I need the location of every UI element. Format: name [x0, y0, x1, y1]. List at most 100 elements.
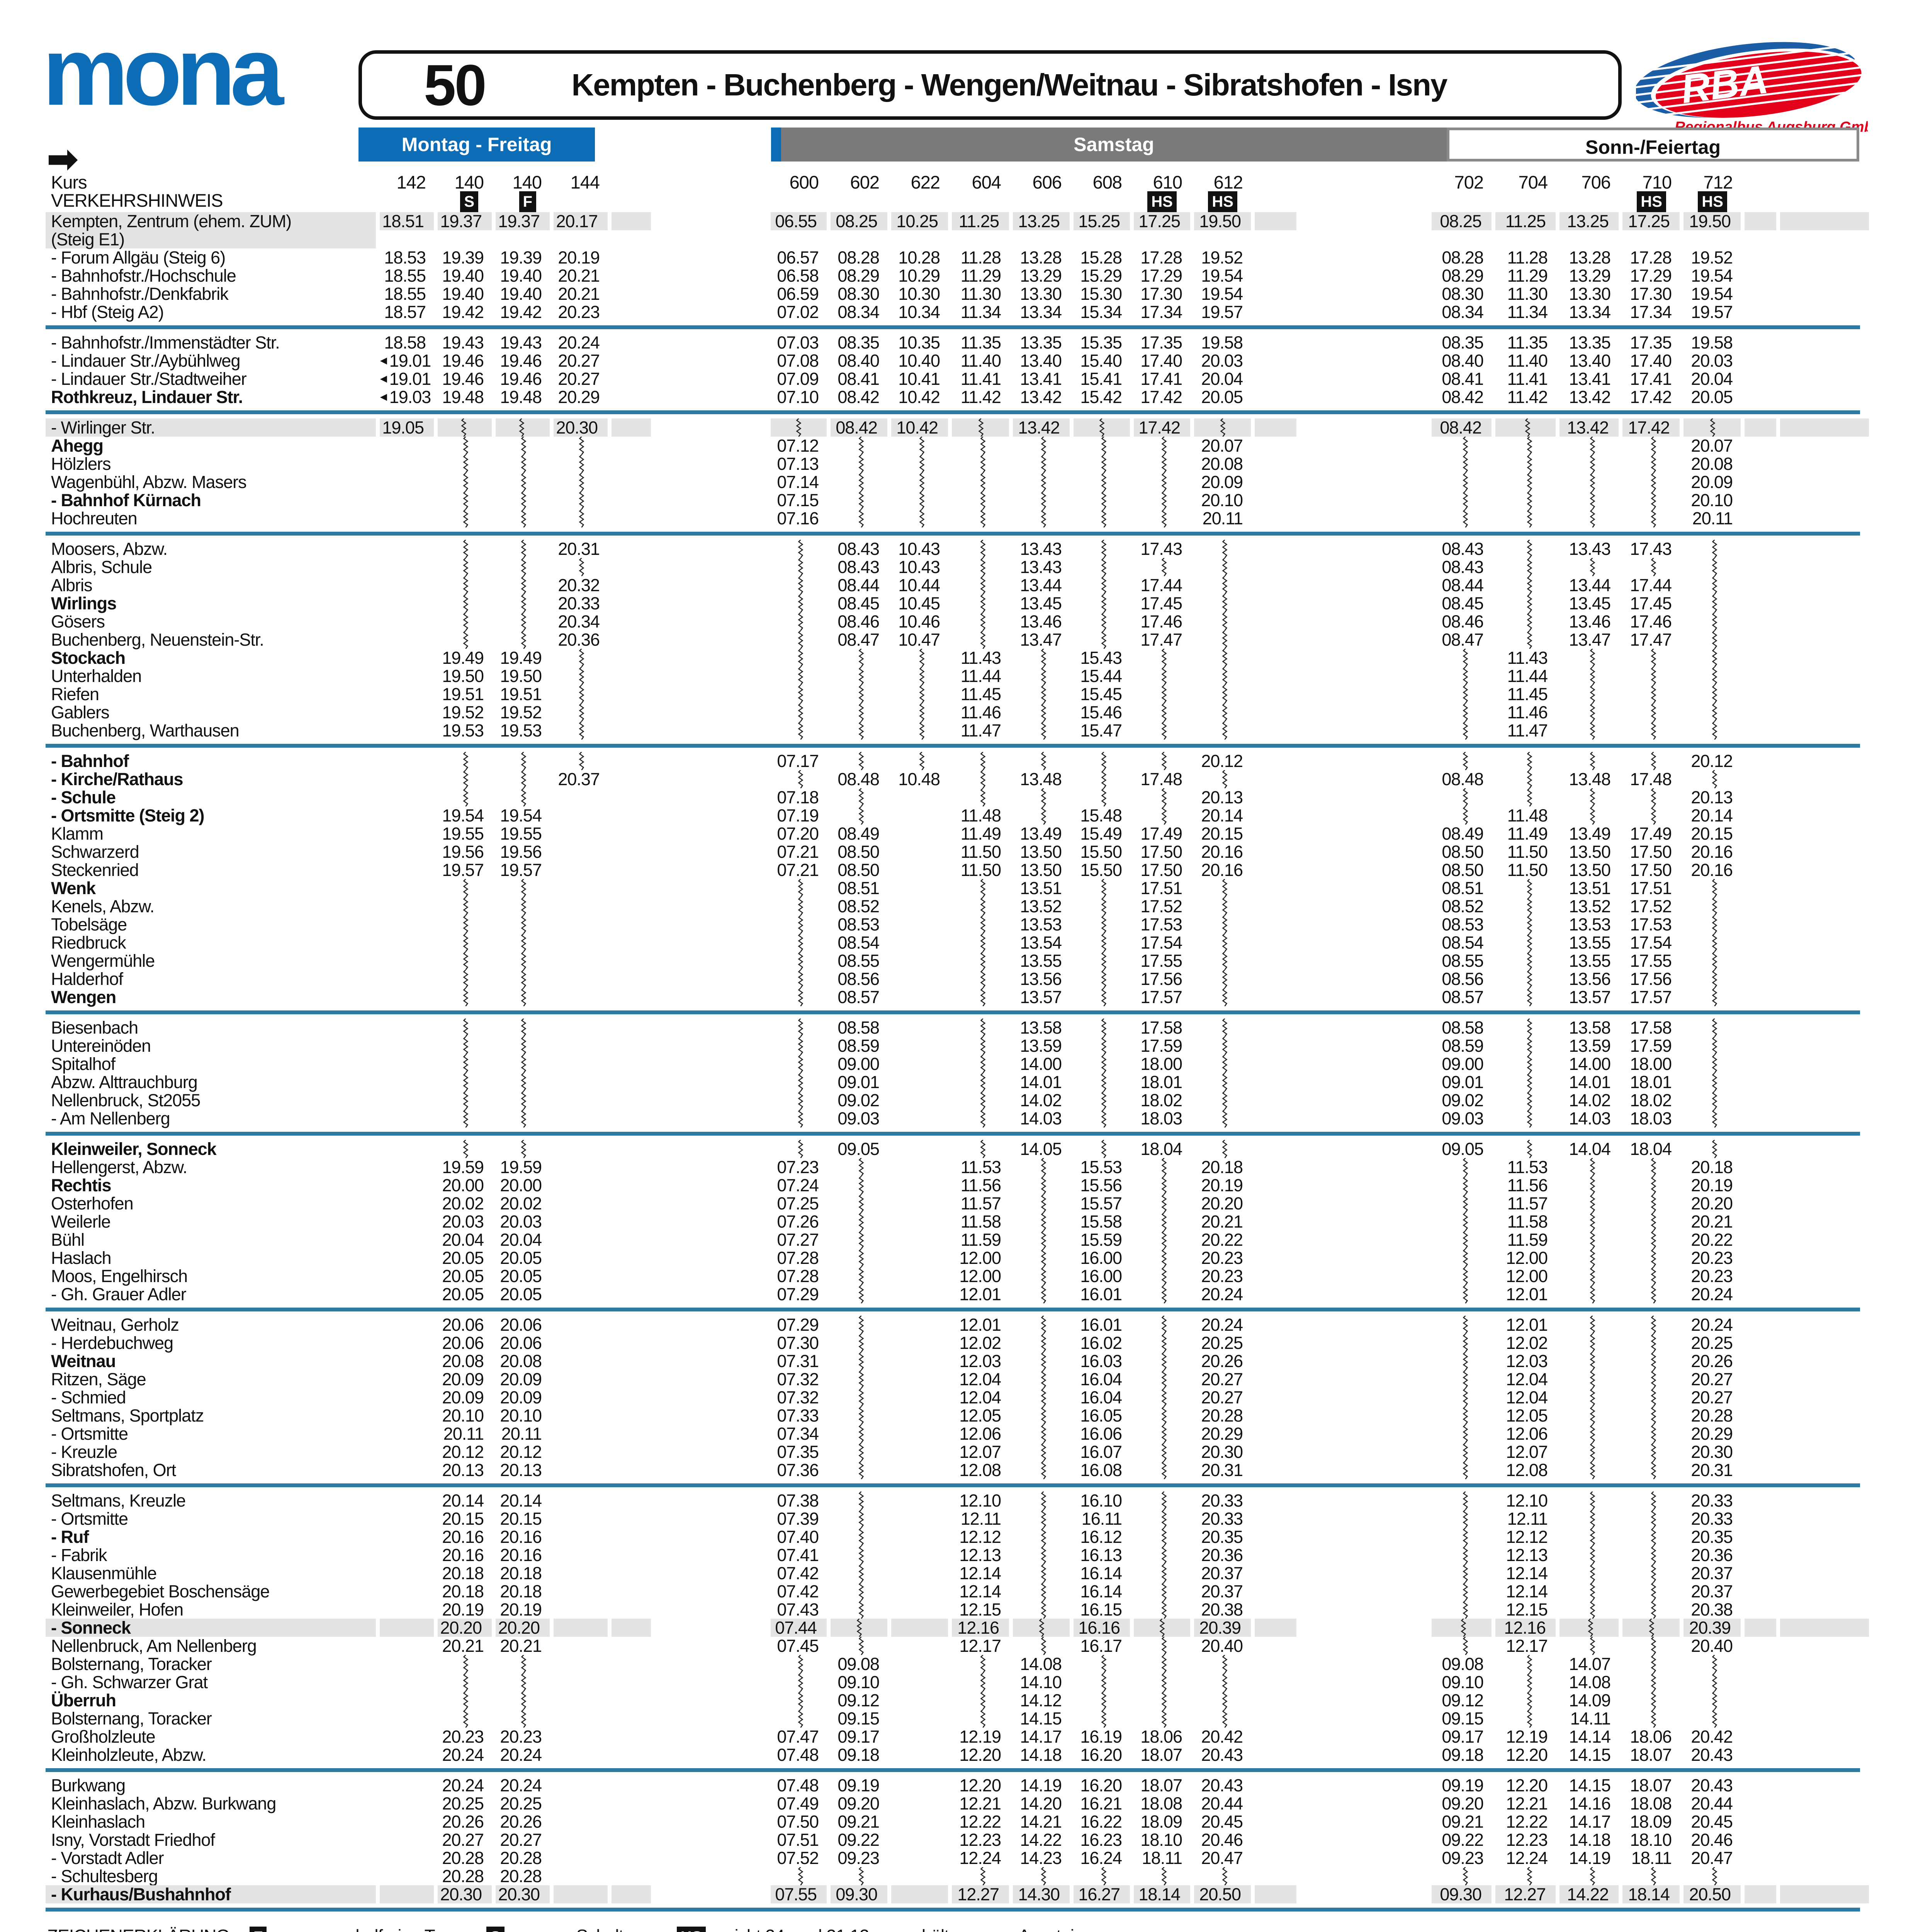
- time-cell: 13.30: [1020, 284, 1062, 304]
- pass-through-squiggle-icon: [1712, 649, 1717, 667]
- blank-cell: [610, 1352, 653, 1370]
- pass-through-marker: [494, 1055, 552, 1073]
- pass-through-squiggle-icon: [1651, 1655, 1656, 1673]
- pass-through-squiggle-icon: [579, 667, 584, 685]
- blank-cell: [610, 1425, 653, 1443]
- group-gap: [653, 1849, 769, 1867]
- empty-time-cell: [552, 806, 610, 825]
- group-gap: [653, 721, 769, 740]
- time-cell: 19.50: [1682, 212, 1743, 230]
- group-gap: [653, 1867, 769, 1885]
- stop-row: Seltmans, Kreuzle 20.14 20.14 07.38 12.10 16.…: [46, 1492, 1906, 1510]
- blank-cell: [1743, 1831, 1778, 1849]
- pass-through-marker: [1558, 491, 1621, 509]
- time-cell: 20.11: [1692, 509, 1733, 528]
- time-cell: 17.40: [1630, 351, 1672, 371]
- blank-cell: [1253, 825, 1298, 843]
- time-cell: 13.49: [1020, 824, 1062, 844]
- blank-cell: [1743, 1370, 1778, 1388]
- time-cell: 12.23: [959, 1830, 1001, 1850]
- pass-through-marker: [769, 576, 829, 594]
- time-cell: 17.30: [1140, 284, 1182, 304]
- pass-through-squiggle-icon: [858, 649, 864, 667]
- empty-time-cell: [552, 1849, 610, 1867]
- pass-through-squiggle-icon: [858, 1461, 864, 1479]
- blank-cell: [1743, 1728, 1778, 1746]
- pass-through-squiggle-icon: [1222, 915, 1228, 934]
- time-cell: 07.29: [777, 1284, 819, 1304]
- pass-through-squiggle-icon: [1651, 1528, 1656, 1546]
- pass-through-marker: [1192, 1109, 1253, 1128]
- pass-through-marker: [1132, 1546, 1192, 1564]
- time-cell: 20.10: [442, 1406, 484, 1425]
- pass-through-squiggle-icon: [1527, 879, 1532, 897]
- time-cell: 20.45: [1691, 1812, 1733, 1832]
- group-gap: [1298, 1249, 1430, 1267]
- stop-name: Gewerbegebiet Boschensäge: [51, 1582, 270, 1601]
- empty-time-cell: [552, 1425, 610, 1443]
- pass-through-marker: [552, 509, 610, 527]
- pass-through-marker: [1558, 1425, 1621, 1443]
- time-cell: 20.30: [1201, 1442, 1243, 1462]
- pass-through-marker: [1621, 1352, 1682, 1370]
- time-cell: 17.59: [1140, 1036, 1182, 1056]
- time-cell: 20.35: [1201, 1527, 1243, 1547]
- time-cell: 19.50: [500, 666, 542, 686]
- pass-through-squiggle-icon: [1222, 934, 1228, 952]
- time-cell: 13.30: [1569, 284, 1611, 304]
- pass-through-squiggle-icon: [1161, 703, 1167, 721]
- pass-through-marker: [1621, 1510, 1682, 1528]
- time-cell: 20.05: [1201, 387, 1243, 407]
- pass-through-squiggle-icon: [1101, 1691, 1107, 1709]
- time-cell: 12.00: [1506, 1248, 1548, 1268]
- empty-time-cell: [889, 1285, 950, 1303]
- pass-through-squiggle-icon: [1161, 1334, 1167, 1352]
- time-cell: 20.07: [1201, 436, 1243, 456]
- blank-cell: [1778, 558, 1871, 576]
- blank-cell: [1778, 770, 1871, 788]
- pass-through-squiggle-icon: [1590, 1249, 1595, 1267]
- blank-cell: [1743, 1492, 1778, 1510]
- pass-through-marker: [1621, 1176, 1682, 1194]
- group-gap: [653, 1019, 769, 1037]
- time-cell: 20.04: [500, 1230, 542, 1250]
- section-divider: [46, 325, 1860, 329]
- pass-through-marker: [1011, 1510, 1072, 1528]
- empty-time-cell: [552, 1885, 610, 1903]
- pass-through-marker: [950, 1109, 1011, 1128]
- pass-through-squiggle-icon: [1651, 1334, 1656, 1352]
- pass-through-marker: [552, 491, 610, 509]
- empty-time-cell: [378, 1849, 436, 1867]
- section-divider: [46, 1483, 1860, 1487]
- pass-through-marker: [436, 1691, 494, 1709]
- time-cell: 08.28: [837, 248, 880, 267]
- pass-through-marker: [494, 879, 552, 897]
- pass-through-squiggle-icon: [1590, 721, 1595, 740]
- blank-cell: [610, 1637, 653, 1655]
- time-cell: 18.08: [1630, 1794, 1672, 1813]
- pass-through-squiggle-icon: [1222, 988, 1228, 1006]
- time-cell: 20.28: [442, 1866, 484, 1886]
- time-cell: 20.24: [442, 1776, 484, 1795]
- time-cell: 17.57: [1140, 987, 1182, 1007]
- blank-cell: [1743, 333, 1778, 352]
- pass-through-squiggle-icon: [463, 1655, 469, 1673]
- time-cell: 09.08: [1442, 1654, 1484, 1674]
- blank-cell: [1778, 1194, 1871, 1213]
- pass-through-marker: [1621, 1582, 1682, 1600]
- pass-through-squiggle-icon: [1712, 988, 1717, 1006]
- time-cell: 20.16: [500, 1545, 542, 1565]
- blank-cell: [610, 612, 653, 631]
- pass-through-squiggle-icon: [1712, 576, 1717, 594]
- pass-through-marker: [436, 1109, 494, 1128]
- time-cell: 17.56: [1140, 969, 1182, 989]
- group-gap: [1298, 1492, 1430, 1510]
- time-cell: 14.22: [1020, 1830, 1062, 1850]
- time-cell: 18.07: [1140, 1745, 1182, 1765]
- trip-badge-cell: HS: [1682, 191, 1743, 212]
- pass-through-squiggle-icon: [1651, 1267, 1656, 1285]
- empty-time-cell: [552, 1831, 610, 1849]
- pass-through-squiggle-icon: [1527, 1019, 1532, 1037]
- pass-through-squiggle-icon: [1527, 1037, 1532, 1055]
- pass-through-marker: [1430, 752, 1493, 770]
